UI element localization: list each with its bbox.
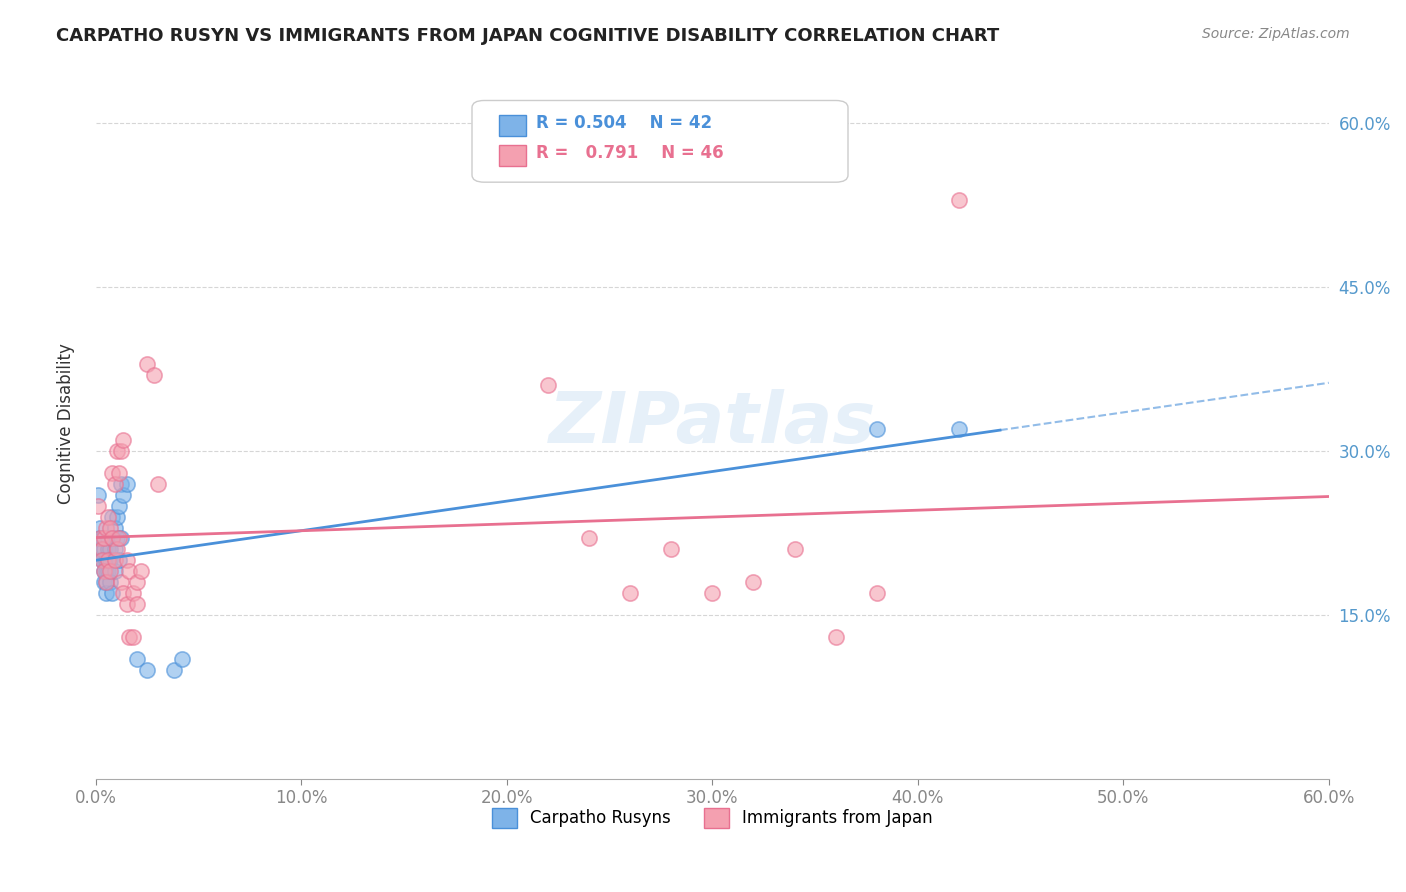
Point: [866, 422, 889, 436]
Point: [93, 564, 115, 578]
Point: [87, 499, 110, 513]
Point: [115, 553, 138, 567]
Point: [129, 564, 152, 578]
Bar: [499, 145, 526, 166]
Point: [111, 586, 134, 600]
Point: [97, 564, 120, 578]
Point: [111, 488, 134, 502]
Point: [118, 630, 141, 644]
Point: [100, 542, 122, 557]
Point: [103, 476, 125, 491]
Point: [659, 542, 682, 557]
Point: [91, 553, 114, 567]
Point: [115, 597, 138, 611]
Point: [110, 575, 132, 590]
Point: [107, 532, 129, 546]
Point: [115, 476, 138, 491]
Point: [93, 542, 115, 557]
Y-axis label: Cognitive Disability: Cognitive Disability: [58, 343, 75, 504]
Point: [91, 532, 114, 546]
Point: [103, 542, 125, 557]
Point: [100, 564, 122, 578]
Point: [105, 444, 128, 458]
Point: [101, 509, 124, 524]
Point: [96, 553, 118, 567]
Point: [105, 532, 128, 546]
Point: [136, 357, 159, 371]
Text: Source: ZipAtlas.com: Source: ZipAtlas.com: [1202, 27, 1350, 41]
Point: [96, 520, 118, 534]
Point: [146, 476, 169, 491]
Point: [111, 433, 134, 447]
Point: [101, 466, 124, 480]
Point: [619, 586, 641, 600]
Point: [127, 575, 149, 590]
Point: [93, 564, 115, 578]
Point: [127, 651, 149, 665]
Point: [578, 532, 600, 546]
Point: [127, 597, 149, 611]
Legend: Carpatho Rusyns, Immigrants from Japan: Carpatho Rusyns, Immigrants from Japan: [485, 801, 939, 835]
Text: CARPATHO RUSYN VS IMMIGRANTS FROM JAPAN COGNITIVE DISABILITY CORRELATION CHART: CARPATHO RUSYN VS IMMIGRANTS FROM JAPAN …: [56, 27, 1000, 45]
Point: [96, 564, 118, 578]
Point: [91, 553, 114, 567]
Point: [101, 532, 124, 546]
Point: [136, 663, 159, 677]
Point: [96, 586, 118, 600]
Point: [89, 532, 111, 546]
Point: [93, 532, 115, 546]
Point: [866, 586, 889, 600]
Text: ZIPatlas: ZIPatlas: [548, 389, 876, 458]
Point: [702, 586, 724, 600]
Point: [91, 542, 114, 557]
Point: [122, 586, 145, 600]
Point: [96, 575, 118, 590]
Point: [742, 575, 765, 590]
Point: [163, 663, 186, 677]
Point: [110, 444, 132, 458]
Point: [103, 564, 125, 578]
Point: [97, 542, 120, 557]
Point: [97, 532, 120, 546]
Point: [783, 542, 806, 557]
Point: [91, 542, 114, 557]
Point: [101, 532, 124, 546]
Point: [97, 509, 120, 524]
Point: [142, 368, 165, 382]
Point: [103, 520, 125, 534]
Point: [107, 499, 129, 513]
Point: [824, 630, 846, 644]
Point: [96, 575, 118, 590]
Point: [105, 542, 128, 557]
Bar: [499, 115, 526, 136]
Point: [97, 553, 120, 567]
Point: [107, 553, 129, 567]
Point: [107, 466, 129, 480]
Point: [100, 575, 122, 590]
Point: [101, 586, 124, 600]
Point: [105, 509, 128, 524]
Text: R = 0.504    N = 42: R = 0.504 N = 42: [536, 114, 713, 132]
Point: [100, 520, 122, 534]
Point: [122, 630, 145, 644]
Text: R =   0.791    N = 46: R = 0.791 N = 46: [536, 144, 724, 162]
Point: [100, 553, 122, 567]
Point: [103, 553, 125, 567]
Point: [118, 564, 141, 578]
Point: [948, 422, 970, 436]
Point: [172, 651, 194, 665]
Point: [89, 532, 111, 546]
Point: [96, 553, 118, 567]
Point: [93, 575, 115, 590]
Point: [87, 488, 110, 502]
Point: [89, 520, 111, 534]
Point: [948, 193, 970, 207]
FancyBboxPatch shape: [472, 101, 848, 182]
Point: [537, 378, 560, 392]
Point: [110, 476, 132, 491]
Point: [97, 553, 120, 567]
Point: [93, 553, 115, 567]
Point: [110, 532, 132, 546]
